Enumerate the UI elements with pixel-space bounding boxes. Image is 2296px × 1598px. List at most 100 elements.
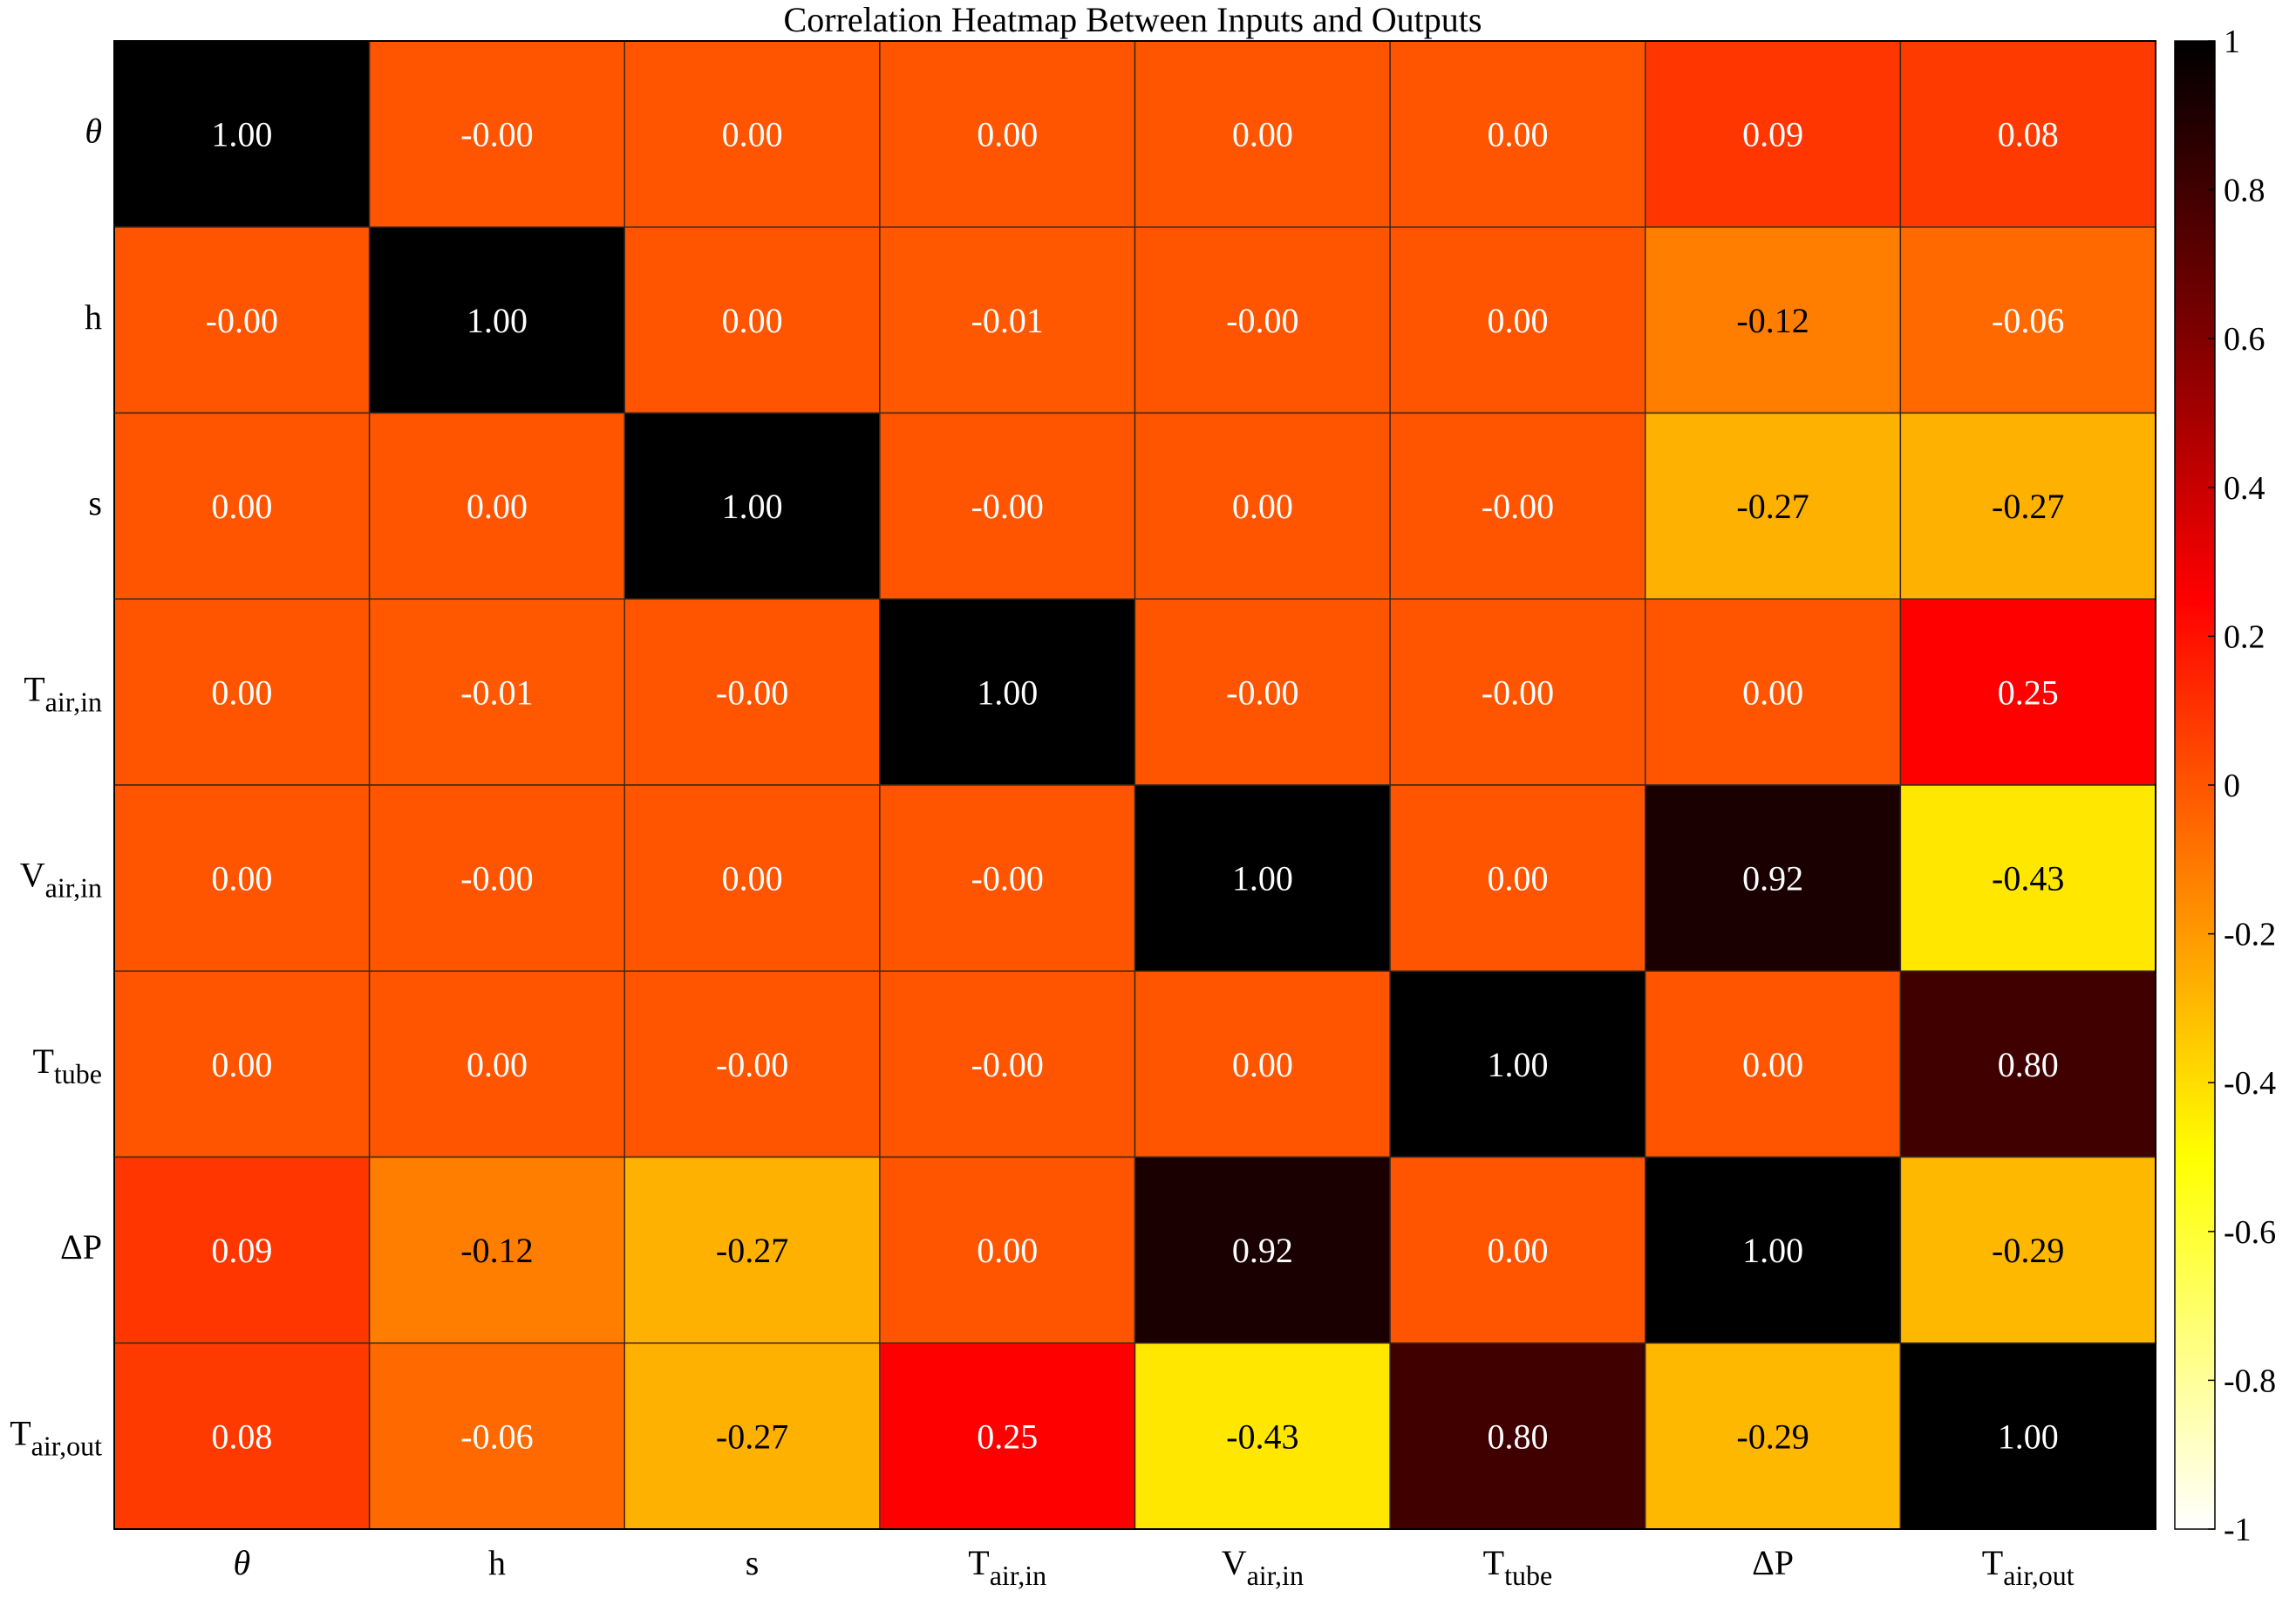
heatmap-cell bbox=[368, 598, 625, 786]
colorbar-tick-label: -1 bbox=[2224, 1512, 2252, 1548]
heatmap-cell bbox=[1899, 1156, 2156, 1344]
cell-value-label: 1.00 bbox=[1232, 859, 1293, 898]
cell-value-label: -0.00 bbox=[1482, 673, 1554, 712]
heatmap-cell bbox=[623, 1342, 881, 1530]
cell-value-label: 1.00 bbox=[1998, 1417, 2059, 1456]
heatmap-cells: 1.00 -0.00 0.00 0.00 0.00 0.00 0.09 0.08 -0.00 1.… bbox=[113, 40, 2156, 1530]
cell-value-label: 0.00 bbox=[1487, 115, 1548, 154]
heatmap-cell bbox=[1134, 40, 1391, 228]
cell-value-label: 0.00 bbox=[211, 1045, 272, 1084]
cell-value-label: 1.00 bbox=[467, 301, 528, 340]
colorbar-tick-label: 0.4 bbox=[2224, 470, 2265, 507]
heatmap-cell bbox=[879, 970, 1136, 1158]
cell-value-label: 0.92 bbox=[1742, 859, 1803, 898]
cell-value-label: -0.29 bbox=[1992, 1231, 2064, 1270]
heatmap-cell bbox=[1134, 970, 1391, 1158]
cell-value-label: -0.29 bbox=[1736, 1417, 1809, 1456]
cell-value-label: 0.00 bbox=[211, 487, 272, 526]
cell-value-label: 0.00 bbox=[467, 1045, 528, 1084]
heatmap-cell bbox=[1134, 598, 1391, 786]
cell-value-label: -0.00 bbox=[1226, 301, 1298, 340]
heatmap-cell bbox=[1899, 784, 2156, 972]
cell-value-label: -0.00 bbox=[971, 859, 1044, 898]
cell-value-label: -0.00 bbox=[1226, 673, 1298, 712]
cell-value-label: 0.00 bbox=[211, 859, 272, 898]
cell-value-label: 0.00 bbox=[211, 673, 272, 712]
cell-value-label: -0.43 bbox=[1992, 859, 2064, 898]
row-label-t-air-out: Tair,out bbox=[10, 1413, 102, 1461]
heatmap-cell bbox=[113, 40, 371, 228]
cell-value-label: 0.00 bbox=[1487, 859, 1548, 898]
heatmap-cell bbox=[1899, 226, 2156, 414]
heatmap-cell bbox=[368, 40, 625, 228]
row-labels: θ h s Tair,in Vair,in Ttube ΔP Tair,out bbox=[10, 112, 102, 1462]
cell-value-label: -0.43 bbox=[1226, 1417, 1298, 1456]
row-label-s: s bbox=[88, 483, 102, 522]
colorbar-tick-label: 0.6 bbox=[2224, 321, 2265, 358]
heatmap-cell bbox=[1389, 226, 1646, 414]
cell-value-label: -0.00 bbox=[1482, 487, 1554, 526]
heatmap-cell bbox=[113, 412, 371, 600]
heatmap-cell bbox=[1134, 1156, 1391, 1344]
cell-value-label: -0.27 bbox=[716, 1231, 788, 1270]
heatmap-cell bbox=[1645, 970, 1902, 1158]
cell-value-label: -0.06 bbox=[460, 1417, 533, 1456]
heatmap-cell bbox=[1389, 412, 1646, 600]
cell-value-label: -0.27 bbox=[1736, 487, 1809, 526]
heatmap-cell bbox=[1389, 40, 1646, 228]
heatmap-cell bbox=[113, 1156, 371, 1344]
cell-value-label: 0.92 bbox=[1232, 1231, 1293, 1270]
row-label-t-tube: Ttube bbox=[32, 1041, 102, 1089]
cell-value-label: 0.80 bbox=[1487, 1417, 1548, 1456]
cell-value-label: -0.27 bbox=[1992, 487, 2064, 526]
cell-value-label: -0.06 bbox=[1992, 301, 2064, 340]
colorbar-tick-label: -0.2 bbox=[2224, 917, 2276, 953]
cell-value-label: 0.80 bbox=[1998, 1045, 2059, 1084]
colorbar-tick-label: 1 bbox=[2224, 24, 2240, 60]
cell-value-label: -0.01 bbox=[971, 301, 1044, 340]
row-label-delta-p: ΔP bbox=[60, 1227, 102, 1267]
cell-value-label: -0.00 bbox=[716, 1045, 788, 1084]
cell-value-label: -0.00 bbox=[716, 673, 788, 712]
colorbar: 1 0.8 0.6 0.4 0.2 0 -0.2 -0.4 -0.6 -0.8 -1 bbox=[2174, 24, 2276, 1548]
column-label-h: h bbox=[488, 1543, 506, 1582]
cell-value-label: 1.00 bbox=[1487, 1045, 1548, 1084]
heatmap-cell bbox=[1899, 40, 2156, 228]
cell-value-label: 0.09 bbox=[1742, 115, 1803, 154]
column-label-t-tube: Ttube bbox=[1483, 1543, 1553, 1591]
cell-value-label: 0.25 bbox=[1998, 673, 2059, 712]
cell-value-label: 0.00 bbox=[467, 487, 528, 526]
heatmap-cell bbox=[1645, 226, 1902, 414]
colorbar-tick-label: 0 bbox=[2224, 768, 2240, 804]
heatmap-cell bbox=[1645, 412, 1902, 600]
heatmap-cell bbox=[368, 970, 625, 1158]
heatmap-cell bbox=[1389, 1156, 1646, 1344]
column-label-theta: θ bbox=[233, 1543, 250, 1582]
heatmap-cell bbox=[879, 226, 1136, 414]
heatmap-cell bbox=[1899, 1342, 2156, 1530]
column-labels: θ h s Tair,in Vair,in Ttube ΔP Tair,out bbox=[233, 1543, 2074, 1591]
cell-value-label: 0.00 bbox=[1487, 301, 1548, 340]
cell-value-label: 0.00 bbox=[1232, 487, 1293, 526]
cell-value-label: 1.00 bbox=[1742, 1231, 1803, 1270]
heatmap-cell bbox=[879, 412, 1136, 600]
colorbar-tick-label: -0.4 bbox=[2224, 1065, 2276, 1102]
heatmap-cell bbox=[368, 784, 625, 972]
cell-value-label: 0.00 bbox=[977, 1231, 1038, 1270]
colorbar-tick-label: -0.8 bbox=[2224, 1362, 2276, 1399]
heatmap-cell bbox=[623, 1156, 881, 1344]
heatmap-cell bbox=[1645, 1156, 1902, 1344]
heatmap-cell bbox=[1899, 970, 2156, 1158]
heatmap-cell bbox=[879, 40, 1136, 228]
cell-value-label: -0.00 bbox=[971, 487, 1044, 526]
heatmap-cell bbox=[879, 598, 1136, 786]
cell-value-label: 0.00 bbox=[1487, 1231, 1548, 1270]
colorbar-tick-label: -0.6 bbox=[2224, 1214, 2276, 1251]
cell-value-label: 1.00 bbox=[211, 115, 272, 154]
cell-value-label: 0.00 bbox=[722, 301, 783, 340]
cell-value-label: 0.00 bbox=[1232, 1045, 1293, 1084]
heatmap-cell bbox=[1389, 970, 1646, 1158]
heatmap-cell bbox=[1645, 784, 1902, 972]
heatmap-cell bbox=[113, 598, 371, 786]
